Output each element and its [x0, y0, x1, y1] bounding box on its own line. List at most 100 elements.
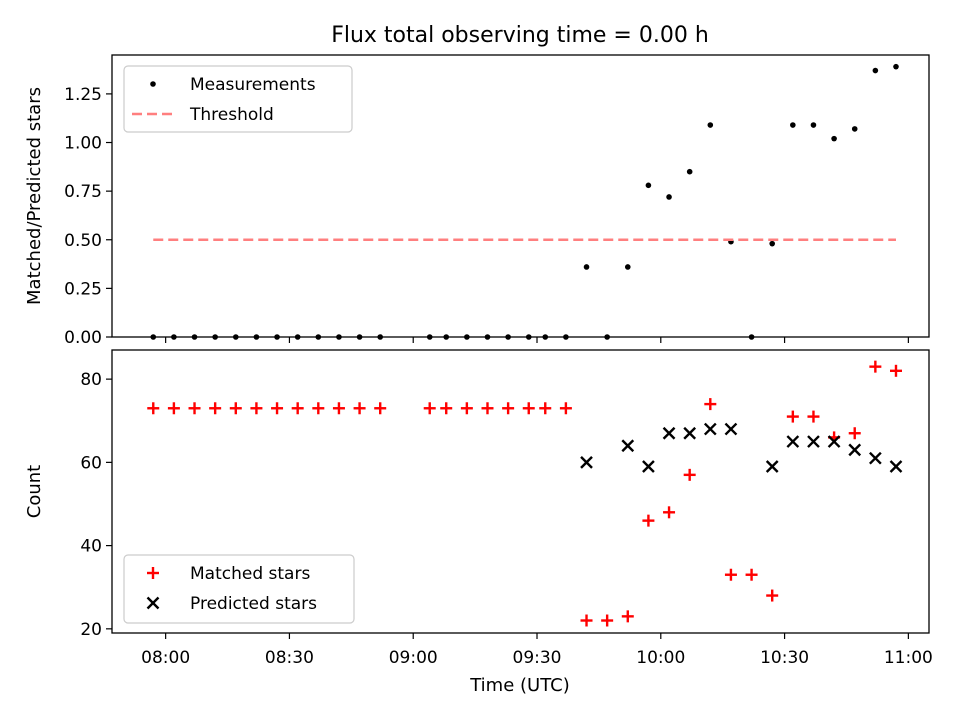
- y-tick-label: 0.75: [64, 182, 102, 202]
- data-point: [460, 402, 473, 415]
- y-tick-label: 0.00: [64, 328, 102, 348]
- data-point: [209, 402, 222, 415]
- data-point: [440, 402, 453, 415]
- y-axis-label: Matched/Predicted stars: [24, 87, 45, 305]
- x-tick-label: 08:30: [265, 648, 314, 668]
- chart-title: Flux total observing time = 0.00 h: [331, 23, 709, 48]
- data-point: [580, 456, 593, 469]
- data-point: [291, 402, 304, 415]
- data-point: [502, 402, 515, 415]
- y-tick-label: 20: [80, 620, 102, 640]
- data-point: [851, 126, 858, 132]
- data-point: [807, 410, 820, 423]
- data-point: [704, 398, 717, 411]
- data-point: [686, 168, 693, 175]
- data-point: [703, 422, 717, 436]
- data-point: [869, 451, 882, 465]
- data-point: [745, 568, 758, 581]
- data-point: [724, 568, 737, 581]
- legend-entry-measurements: Measurements: [150, 75, 316, 95]
- data-point: [229, 402, 242, 415]
- data-point: [167, 402, 180, 415]
- plot-frame: [111, 349, 930, 634]
- legend-label: Predicted stars: [190, 594, 317, 614]
- x-tick-label: 10:00: [636, 648, 685, 668]
- plot-frame: [111, 54, 930, 338]
- data-point: [810, 122, 817, 128]
- x-tick-label: 10:30: [760, 648, 809, 668]
- y-tick-label: 0.50: [64, 231, 102, 251]
- data-point: [786, 435, 800, 448]
- y-tick-label: 40: [80, 537, 102, 557]
- data-point: [790, 122, 796, 128]
- y-tick-label: 0.25: [64, 279, 102, 299]
- data-point: [601, 614, 614, 627]
- data-point: [683, 426, 697, 440]
- series-predicted-stars: [580, 422, 903, 473]
- data-point: [642, 514, 655, 527]
- legend-swatch: [150, 81, 156, 87]
- data-point: [559, 402, 572, 415]
- data-point: [481, 402, 494, 415]
- data-point: [662, 426, 676, 440]
- x-tick-label: 11:00: [884, 648, 933, 668]
- flux-ratio-panel: 0.00 0.25 0.50 0.75 1.00 1.25 Matched/Predicte…: [24, 54, 930, 348]
- data-point: [889, 460, 903, 473]
- data-point: [312, 402, 325, 415]
- legend-swatch: [146, 596, 160, 610]
- data-point: [765, 460, 779, 473]
- y-axis-label: Count: [24, 465, 45, 518]
- y-tick-label: 80: [80, 370, 102, 390]
- data-point: [766, 589, 779, 602]
- data-point: [374, 402, 387, 415]
- legend-entry-threshold: Threshold: [132, 105, 274, 125]
- legend-label: Threshold: [189, 105, 274, 125]
- data-point: [332, 402, 345, 415]
- data-point: [624, 264, 631, 270]
- x-tick-label: 09:30: [513, 648, 562, 668]
- data-point: [827, 435, 841, 448]
- data-point: [807, 435, 820, 448]
- data-point: [522, 402, 535, 415]
- data-point: [645, 182, 652, 189]
- series-matched-stars: [147, 360, 902, 627]
- y-tick-label: 60: [80, 453, 102, 473]
- data-point: [893, 63, 899, 70]
- x-tick-label: 08:00: [141, 648, 190, 668]
- data-point: [786, 410, 799, 423]
- legend: Measurements Threshold: [123, 65, 353, 133]
- legend-box: [123, 65, 353, 133]
- legend: Matched stars Predicted stars: [123, 554, 355, 624]
- legend-entry-predicted-stars: Predicted stars: [146, 594, 317, 614]
- data-point: [848, 443, 862, 457]
- data-point: [583, 264, 590, 270]
- data-point: [539, 402, 552, 415]
- data-point: [769, 240, 776, 247]
- legend-swatch: [147, 567, 159, 579]
- data-point: [663, 506, 676, 519]
- star-count-panel: 20 40 60 80 08:00 08:30 09:00 09:30 10:00 10:30 11…: [24, 349, 933, 668]
- data-point: [872, 67, 879, 74]
- legend-label: Matched stars: [190, 564, 310, 584]
- data-point: [848, 427, 861, 440]
- data-point: [423, 402, 436, 415]
- data-point: [831, 135, 837, 142]
- legend-entry-matched-stars: Matched stars: [147, 564, 310, 584]
- data-point: [869, 360, 882, 373]
- series-measurements: [150, 63, 899, 340]
- x-axis-label: Time (UTC): [469, 675, 570, 696]
- y-tick-label: 1.25: [64, 85, 102, 105]
- data-point: [666, 194, 672, 200]
- data-point: [621, 439, 635, 453]
- x-tick-label: 09:00: [389, 648, 438, 668]
- data-point: [889, 364, 902, 377]
- legend-label: Measurements: [190, 75, 316, 95]
- data-point: [724, 422, 738, 436]
- data-point: [580, 614, 593, 627]
- data-point: [271, 402, 284, 415]
- legend-box: [123, 554, 355, 624]
- y-tick-label: 1.00: [64, 134, 102, 154]
- data-point: [707, 122, 714, 128]
- data-point: [621, 610, 634, 623]
